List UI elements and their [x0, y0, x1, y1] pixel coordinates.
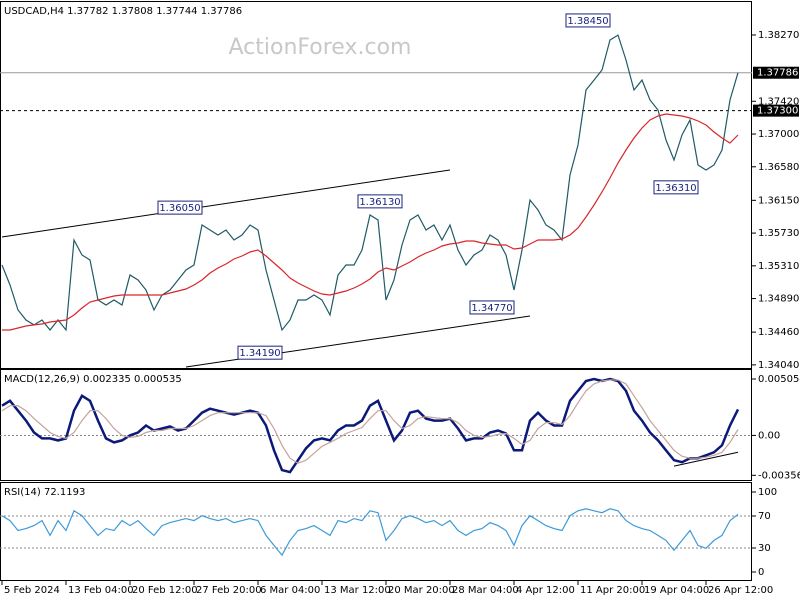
panel-header: USDCAD,H4 1.37782 1.37808 1.37744 1.3778… — [4, 6, 242, 17]
panel-header: MACD(12,26,9) 0.002335 0.000535 — [4, 374, 182, 385]
x-tick-label: 20 Mar 20:00 — [388, 585, 455, 596]
annotation-box — [157, 200, 203, 215]
x-tick-label: 19 Apr 04:00 — [644, 585, 709, 596]
annotation-label: 1.34190 — [239, 348, 280, 359]
annotation-box — [565, 13, 611, 28]
y-tick-label: 1.34040 — [758, 360, 799, 371]
y-tick-label: 0 — [758, 567, 764, 578]
annotation-label: 1.38450 — [567, 16, 608, 27]
watermark: ActionForex.com — [229, 35, 412, 60]
x-tick-label: 11 Apr 20:00 — [580, 585, 645, 596]
y-tick-label: 1.37000 — [758, 129, 799, 140]
y-tick-label: 0.00 — [758, 430, 780, 441]
y-tick-label: 30 — [758, 543, 771, 554]
y-tick-label: 1.38270 — [758, 30, 799, 41]
panel-frame — [0, 1, 752, 369]
annotation-label: 1.36310 — [655, 183, 696, 194]
annotation-box — [469, 300, 515, 315]
x-tick-label: 28 Mar 04:00 — [452, 585, 519, 596]
annotation-label: 1.36130 — [359, 197, 400, 208]
x-tick-label: 27 Feb 20:00 — [196, 585, 262, 596]
y-tick-label: 1.34890 — [758, 294, 799, 305]
y-tick-label: 1.37420 — [758, 96, 799, 107]
annotation-box — [653, 180, 699, 195]
y-tick-label: 1.34460 — [758, 327, 799, 338]
x-tick-label: 4 Apr 12:00 — [516, 585, 575, 596]
x-tick-label: 5 Feb 2024 — [4, 585, 60, 596]
x-tick-label: 6 Mar 04:00 — [260, 585, 320, 596]
annotation-box — [357, 194, 403, 209]
annotation-label: 1.36050 — [159, 203, 200, 214]
trendline — [673, 451, 739, 467]
series-line — [1, 379, 739, 464]
y-tick-label: 1.35730 — [758, 228, 799, 239]
x-tick-label: 20 Feb 12:00 — [132, 585, 198, 596]
series-line — [1, 508, 739, 557]
series-line — [2, 113, 739, 331]
annotation-label: 1.34770 — [471, 303, 512, 314]
price-label-box — [753, 66, 799, 79]
y-tick-label: 1.36580 — [758, 162, 799, 173]
panel-frame — [0, 369, 752, 481]
annotation-box — [237, 345, 283, 360]
trendline — [1, 169, 451, 238]
y-tick-label: 100 — [758, 487, 777, 498]
x-tick-label: 13 Mar 12:00 — [324, 585, 391, 596]
panel-frame — [0, 482, 752, 581]
price-label: 1.37786 — [757, 68, 798, 79]
y-tick-label: 70 — [758, 511, 771, 522]
x-tick-label: 26 Apr 12:00 — [708, 585, 773, 596]
y-tick-label: 0.005054 — [758, 374, 800, 385]
panel-header: RSI(14) 72.1193 — [4, 487, 85, 498]
price-label: 1.37300 — [757, 106, 798, 117]
y-tick-label: -0.003569 — [758, 470, 800, 481]
price-label-box — [753, 104, 799, 117]
y-tick-label: 1.35310 — [758, 261, 799, 272]
x-tick-label: 13 Feb 04:00 — [68, 585, 134, 596]
y-tick-label: 1.36150 — [758, 195, 799, 206]
